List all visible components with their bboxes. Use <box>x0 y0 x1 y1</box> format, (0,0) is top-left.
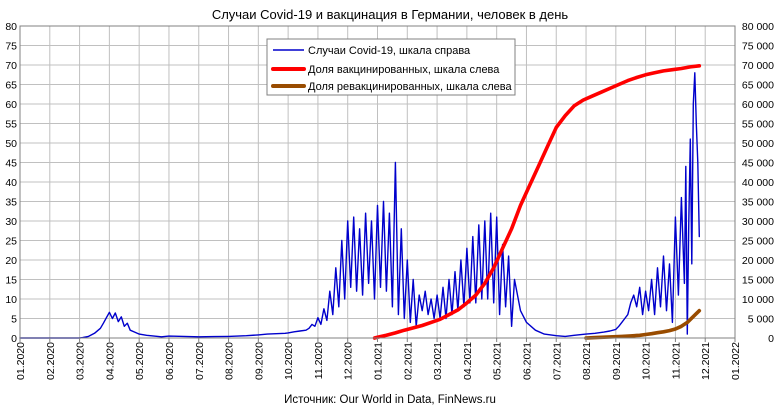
right-tick-label: 60 000 <box>742 99 774 111</box>
right-tick-label: 15 000 <box>742 275 774 287</box>
left-tick-label: 50 <box>5 138 17 150</box>
legend-label-cases: Случаи Covid-19, шкала справа <box>308 45 471 57</box>
right-tick-label: 35 000 <box>742 197 774 209</box>
right-tick-label: 65 000 <box>742 80 774 92</box>
x-tick-label: 03.2020 <box>75 342 87 380</box>
x-tick-label: 10.2021 <box>641 342 653 380</box>
x-tick-label: 01.2020 <box>15 342 27 380</box>
x-tick-label: 09.2021 <box>611 342 623 380</box>
x-tick-label: 06.2020 <box>164 342 176 380</box>
x-tick-label: 04.2021 <box>462 342 474 380</box>
series-layer <box>19 64 702 340</box>
right-tick-label: 75 000 <box>742 41 774 53</box>
series-cases-line <box>19 72 700 339</box>
left-tick-label: 5 <box>11 314 17 326</box>
left-tick-label: 0 <box>11 333 17 345</box>
x-tick-label: 04.2020 <box>104 342 116 380</box>
x-tick-label: 06.2021 <box>521 342 533 380</box>
x-tick-label: 12.2020 <box>343 342 355 380</box>
right-tick-label: 45 000 <box>742 158 774 170</box>
right-tick-label: 50 000 <box>742 138 774 150</box>
x-tick-label: 11.2021 <box>670 342 682 379</box>
x-tick-label: 01.2022 <box>730 342 742 380</box>
left-axis-ticks: 0 5 10 15 20 25 30 35 40 45 50 55 60 65 70 75 80 <box>5 21 17 345</box>
x-tick-label: 10.2020 <box>283 342 295 380</box>
right-tick-label: 10 000 <box>742 294 774 306</box>
legend-label-vaccinated: Доля вакцинированных, шкала слева <box>308 64 500 76</box>
left-tick-label: 80 <box>5 21 17 33</box>
left-tick-label: 40 <box>5 177 17 189</box>
left-tick-label: 15 <box>5 275 17 287</box>
left-tick-label: 60 <box>5 99 17 111</box>
legend: Случаи Covid-19, шкала справа Доля вакци… <box>266 38 516 96</box>
left-tick-label: 45 <box>5 158 17 170</box>
legend-label-revaccinated: Доля ревакцинированных, шкала слева <box>308 81 513 93</box>
right-tick-label: 80 000 <box>742 21 774 33</box>
left-tick-label: 20 <box>5 255 17 267</box>
x-tick-label: 02.2020 <box>45 342 57 380</box>
x-tick-label: 12.2021 <box>700 342 712 380</box>
legend-box <box>266 38 516 96</box>
series-vaccinated-line <box>372 64 702 340</box>
x-tick-label: 05.2020 <box>134 342 146 380</box>
chart-title: Случаи Covid-19 и вакцинация в Германии,… <box>212 7 569 22</box>
x-tick-label: 09.2020 <box>253 342 265 380</box>
chart-source: Источник: Our World in Data, FinNews.ru <box>284 394 496 406</box>
left-tick-label: 10 <box>5 294 17 306</box>
x-tick-label: 02.2021 <box>402 342 414 380</box>
right-tick-label: 0 <box>768 333 774 345</box>
right-tick-label: 25 000 <box>742 236 774 248</box>
left-tick-label: 25 <box>5 236 17 248</box>
x-tick-label: 07.2021 <box>551 342 563 380</box>
x-tick-label: 11.2020 <box>313 342 325 379</box>
left-tick-label: 65 <box>5 80 17 92</box>
right-tick-label: 70 000 <box>742 60 774 72</box>
x-tick-label: 08.2020 <box>224 342 236 380</box>
right-axis-ticks: 0 5 000 10 000 15 000 20 000 25 000 30 000 35 0… <box>742 21 774 345</box>
x-tick-label: 07.2020 <box>194 342 206 380</box>
right-tick-label: 30 000 <box>742 216 774 228</box>
x-tick-label: 05.2021 <box>492 342 504 380</box>
right-tick-label: 55 000 <box>742 119 774 131</box>
left-tick-label: 55 <box>5 119 17 131</box>
left-tick-label: 70 <box>5 60 17 72</box>
right-tick-label: 40 000 <box>742 177 774 189</box>
right-tick-label: 5 000 <box>748 314 774 326</box>
x-tick-label: 03.2021 <box>432 342 444 380</box>
left-tick-label: 35 <box>5 197 17 209</box>
x-tick-label: 08.2021 <box>581 342 593 380</box>
left-tick-label: 75 <box>5 41 17 53</box>
x-axis-ticks: 01.2020 02.2020 03.2020 04.2020 05.2020 06.20… <box>15 338 742 380</box>
right-tick-label: 20 000 <box>742 255 774 267</box>
left-tick-label: 30 <box>5 216 17 228</box>
series-revaccinated-line <box>584 308 702 340</box>
x-tick-label: 01.2021 <box>373 342 385 380</box>
